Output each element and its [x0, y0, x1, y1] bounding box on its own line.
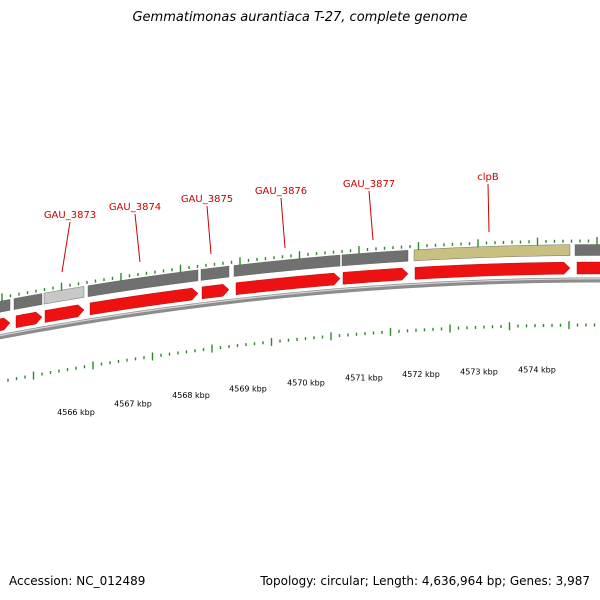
- gene-segment: [87, 269, 199, 297]
- gene-segment: [43, 286, 85, 305]
- backbone-line: [0, 277, 600, 340]
- kbp-label-layer: 4566 kbp 4567 kbp 4568 kbp 4569 kbp 4570 kbp…: [57, 366, 556, 418]
- cds-arrow: [15, 311, 43, 328]
- gene-label: clpB: [477, 172, 499, 183]
- cds-arrow: [414, 261, 571, 280]
- gene-track: [0, 244, 600, 313]
- gene-segment: [341, 250, 409, 267]
- gene-leader-line: [487, 183, 490, 233]
- kbp-label: 4568 kbp: [172, 391, 210, 400]
- kbp-label: 4569 kbp: [229, 384, 267, 393]
- gene-label: GAU_3874: [109, 202, 161, 213]
- genome-summary-text: Topology: circular; Length: 4,636,964 bp…: [260, 574, 590, 588]
- gene-label: GAU_3875: [181, 194, 233, 205]
- cds-arrow: [201, 284, 230, 300]
- gene-leader-line: [280, 197, 286, 249]
- gene-leader-line: [368, 190, 374, 241]
- accession-text: Accession: NC_012489: [9, 574, 146, 588]
- cds-arrow: [576, 261, 600, 275]
- cds-arrow: [0, 317, 11, 331]
- gene-label: GAU_3877: [343, 179, 395, 190]
- cds-arrow: [44, 304, 85, 323]
- kbp-label: 4566 kbp: [57, 408, 95, 417]
- gene-label: GAU_3876: [255, 186, 307, 197]
- map-title: Gemmatimonas aurantiaca T-27, complete g…: [132, 10, 468, 25]
- kbp-label: 4572 kbp: [402, 370, 440, 379]
- kbp-label: 4571 kbp: [345, 374, 383, 383]
- kbp-label: 4573 kbp: [460, 367, 498, 376]
- backbone-highlight: [0, 278, 600, 337]
- gene-leader-line: [134, 213, 141, 263]
- gene-segment: [200, 265, 230, 281]
- cds-arrow: [89, 287, 199, 316]
- gene-label-layer: GAU_3873 GAU_3874 GAU_3875 GAU_3876 GAU_3877…: [44, 172, 499, 273]
- kbp-label: 4570 kbp: [287, 379, 325, 388]
- cds-arrow: [342, 267, 409, 285]
- cds-arrow: [235, 272, 341, 295]
- gene-leader-line: [206, 205, 212, 255]
- gene-segment: [574, 244, 600, 256]
- tick-track: [1, 237, 598, 382]
- kbp-label: 4574 kbp: [518, 366, 556, 375]
- gene-leader-line: [61, 221, 71, 273]
- gene-segment: [413, 244, 571, 262]
- gene-segment: [233, 254, 341, 277]
- gene-segment: [0, 299, 11, 313]
- gene-label: GAU_3873: [44, 210, 96, 221]
- backbone-track: [0, 277, 600, 340]
- cds-track: [0, 261, 600, 331]
- gene-segment: [13, 293, 43, 310]
- kbp-label: 4567 kbp: [114, 399, 152, 408]
